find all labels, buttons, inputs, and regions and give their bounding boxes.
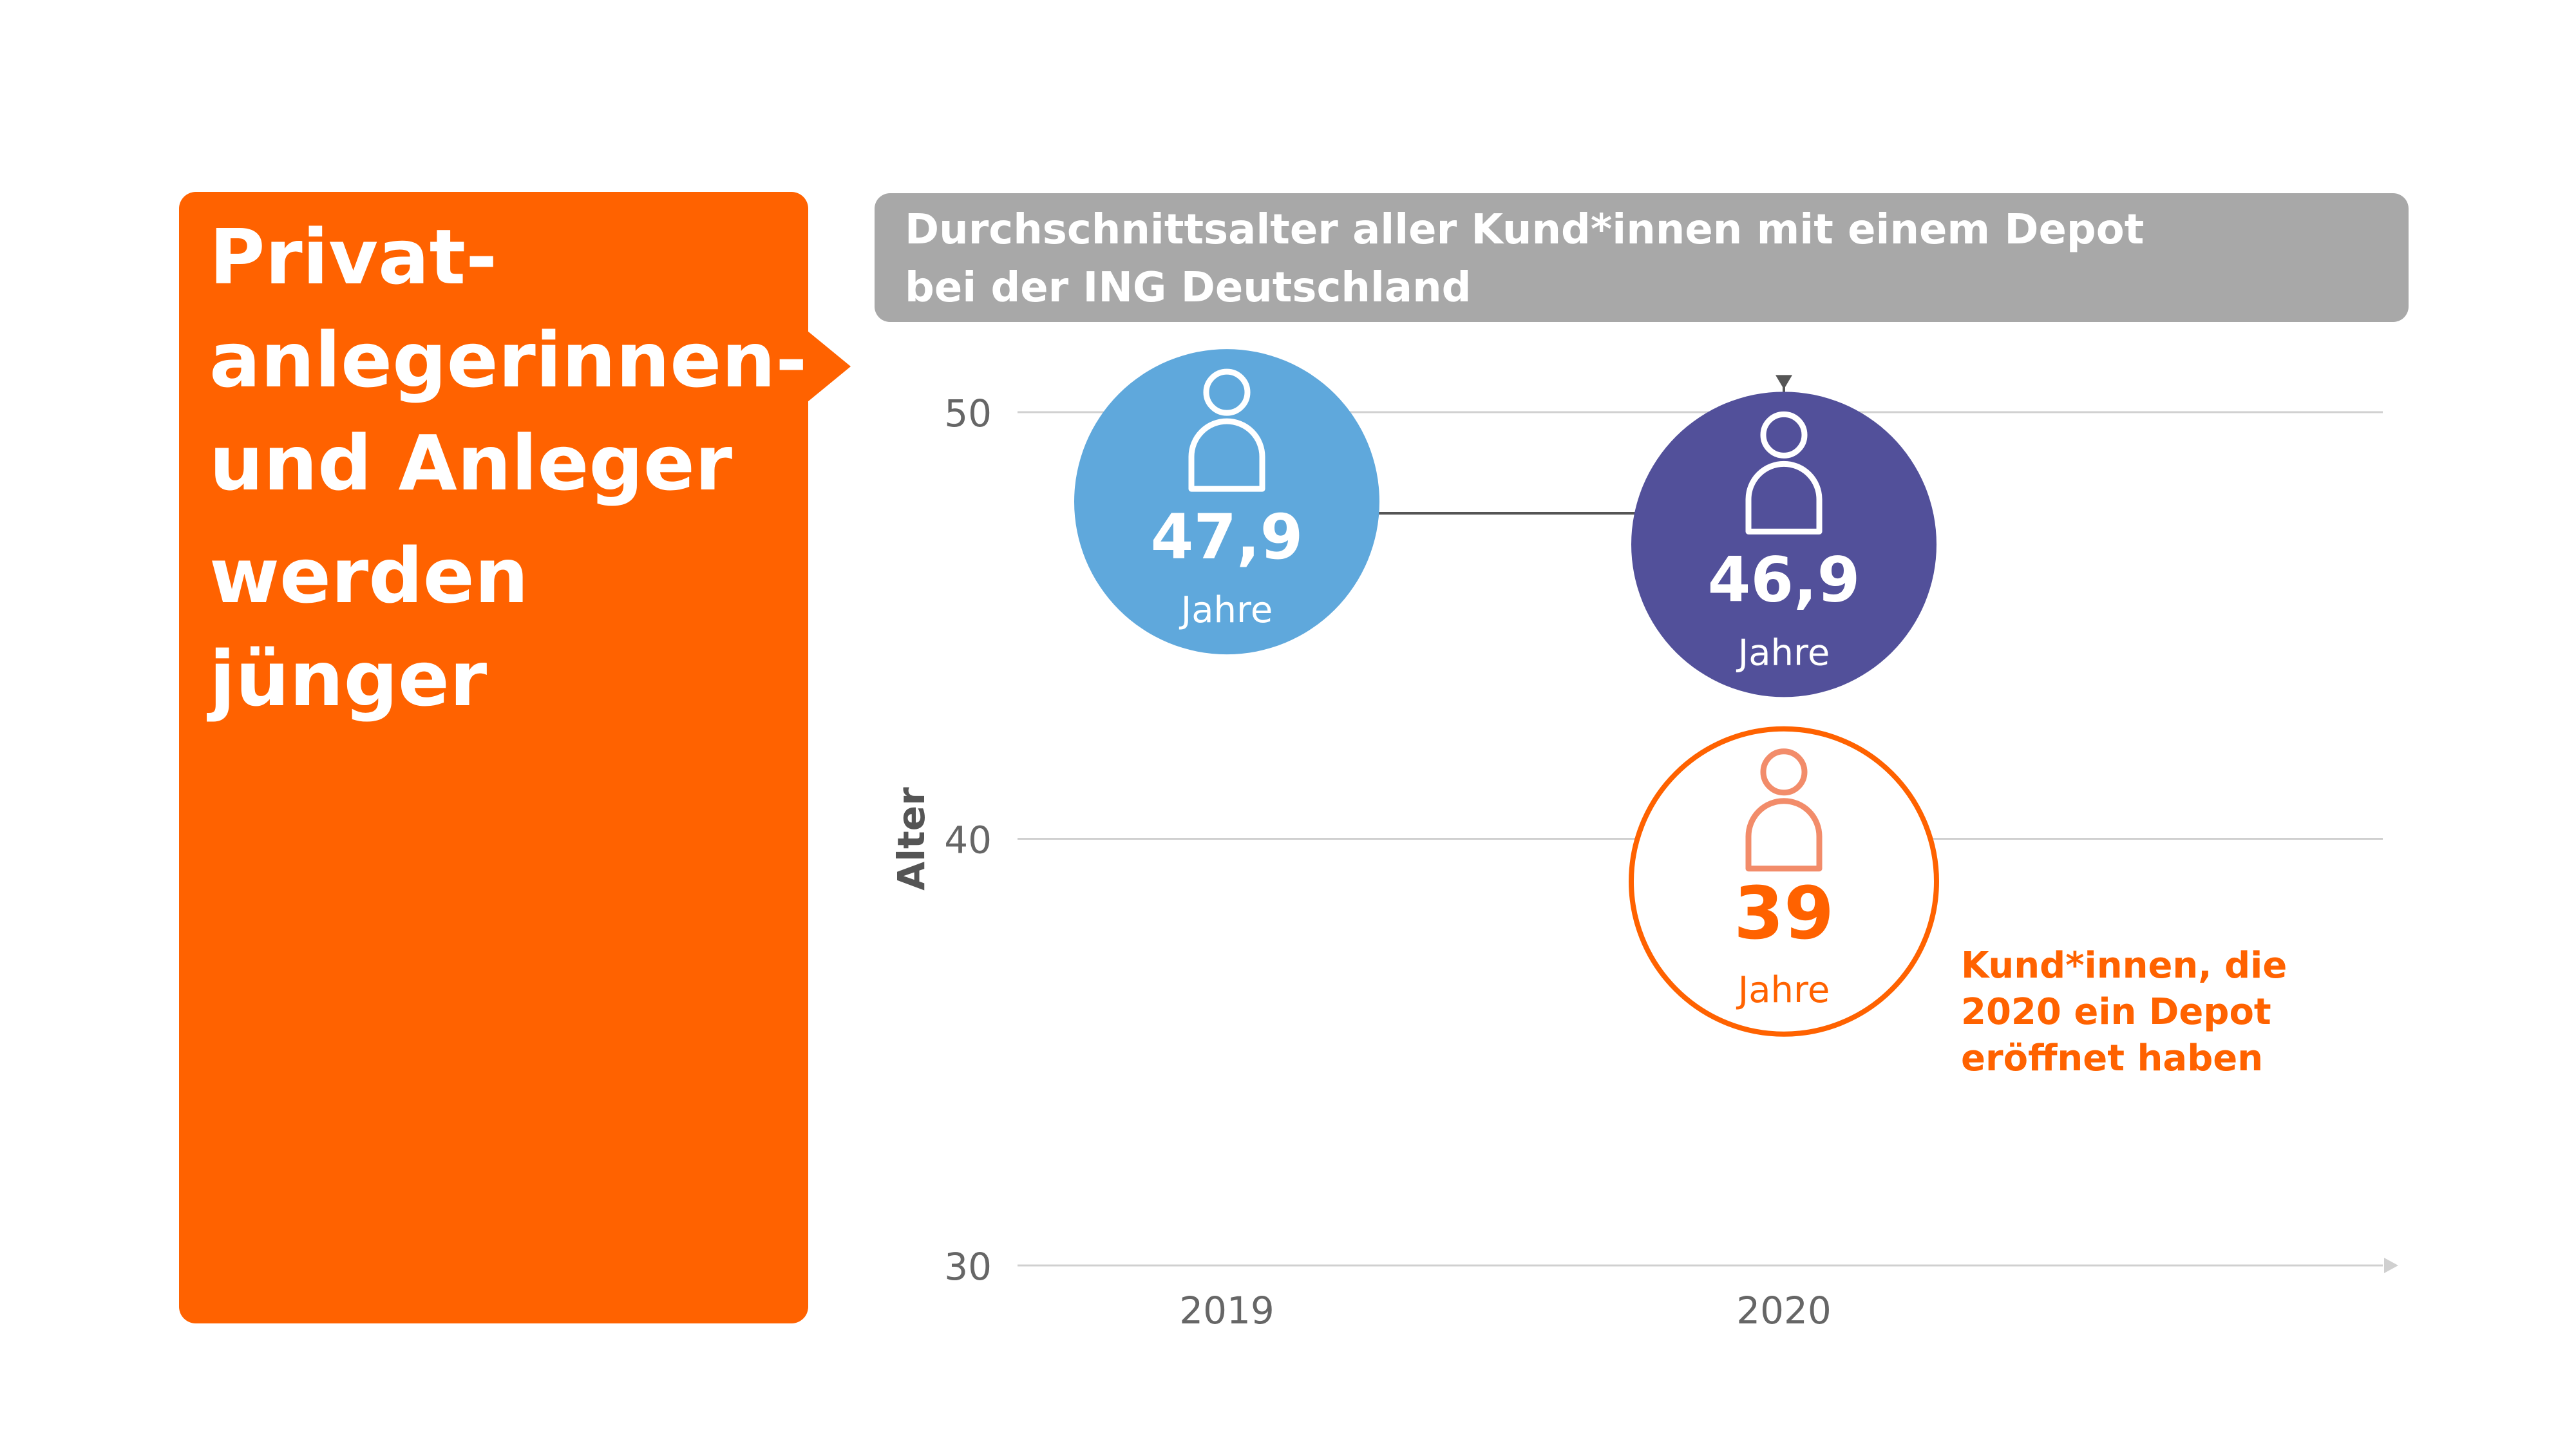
person-icon (1760, 748, 1808, 796)
person-icon (1745, 798, 1823, 872)
headline-line: anlegerinnen- (209, 316, 807, 404)
data-point-unit: Jahre (1736, 632, 1830, 674)
data-point-unit: Jahre (1736, 969, 1830, 1011)
data-point-value: 46,9 (1708, 544, 1861, 616)
headline-line: werden (209, 531, 529, 620)
data-point-value: 39 (1734, 872, 1834, 956)
headline-background (179, 192, 808, 1323)
headline-pointer (808, 331, 851, 402)
headline-line: jünger (207, 634, 487, 723)
chart-title-background (875, 193, 2409, 322)
chart-title-line: Durchschnittsalter aller Kund*innen mit … (905, 206, 2144, 254)
data-point-annotation: eröffnet haben (1961, 1037, 2263, 1079)
headline-panel: Privat- anlegerinnen- und Anleger werden… (179, 192, 851, 1323)
person-icon (1203, 368, 1251, 416)
x-axis-arrow (2384, 1258, 2398, 1273)
chart: 30 40 50 2019 2020 Alter 47,9 Jahre 46,9 Jahre 39 J… (889, 349, 2398, 1332)
data-point-bubble (1074, 349, 1379, 655)
y-tick-label: 40 (944, 819, 992, 862)
y-tick-label: 30 (944, 1245, 992, 1289)
y-axis-label: Alter (889, 787, 933, 891)
person-icon (1745, 460, 1823, 535)
data-point-annotation: Kund*innen, die (1961, 945, 2287, 987)
data-point-annotation: 2020 ein Depot (1961, 991, 2271, 1033)
person-icon (1760, 411, 1808, 459)
y-tick-label: 50 (944, 392, 992, 435)
headline-line: Privat- (209, 213, 497, 301)
chart-title-banner: Durchschnittsalter aller Kund*innen mit … (875, 193, 2409, 322)
data-point-bubble (1629, 726, 1939, 1037)
person-icon (1188, 418, 1265, 492)
chart-title-line: bei der ING Deutschland (905, 264, 1471, 312)
x-tick-label: 2019 (1179, 1289, 1274, 1332)
data-point-unit: Jahre (1179, 589, 1273, 631)
x-tick-label: 2020 (1736, 1289, 1832, 1332)
connector-arrowhead (1776, 375, 1792, 390)
data-point-value: 47,9 (1151, 501, 1303, 573)
data-point-bubble (1631, 392, 1937, 697)
headline-line: und Anleger (209, 419, 732, 507)
